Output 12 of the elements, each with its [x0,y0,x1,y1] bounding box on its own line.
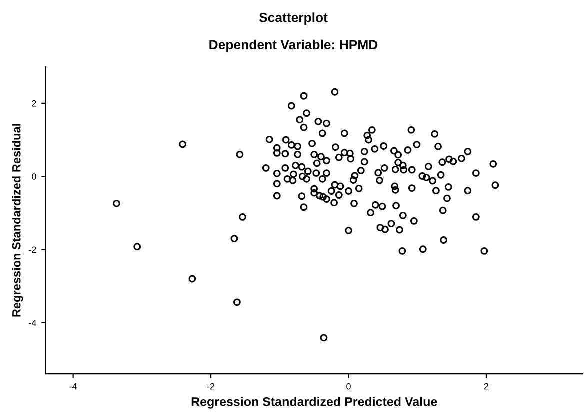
y-axis-title: Regression Standardized Residual [12,124,24,317]
x-tick-label: -4 [70,383,78,390]
y-tick-label: 2 [32,100,36,107]
y-tick-label: -4 [29,320,36,326]
y-tick-label: -2 [29,246,36,254]
x-tick-label: -2 [207,383,215,390]
x-axis-title: Regression Standardized Predicted Value [192,397,438,409]
chart-subtitle: Dependent Variable: HPMD [210,40,378,52]
x-tick-label: 0 [346,383,351,390]
x-tick-label: 2 [484,383,489,390]
y-tick-label: 0 [32,174,36,180]
chart-title: Scatterplot [259,12,328,25]
